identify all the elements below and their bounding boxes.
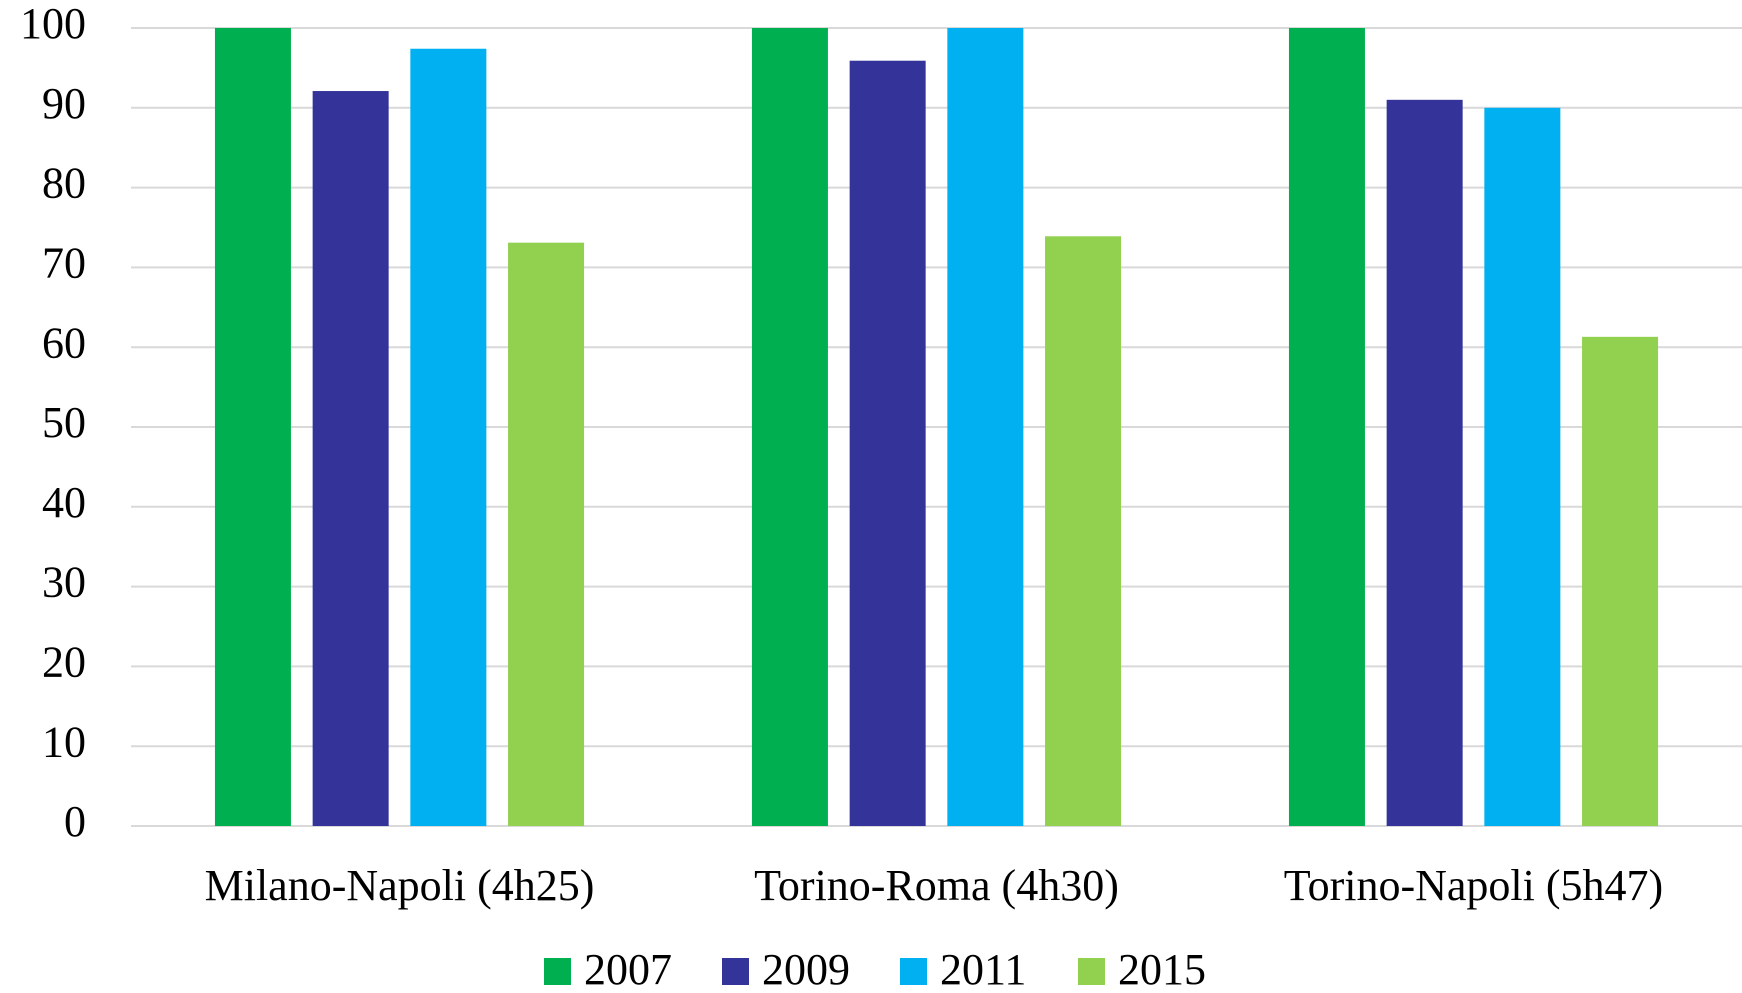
y-tick-label: 10 (42, 717, 86, 766)
y-tick-label: 90 (42, 79, 86, 128)
bar (849, 60, 926, 826)
legend-swatch (900, 958, 927, 985)
y-tick-label: 30 (42, 558, 86, 607)
y-tick-label: 80 (42, 159, 86, 208)
bar (1582, 336, 1659, 826)
legend-label: 2011 (940, 945, 1026, 993)
bar (947, 28, 1024, 826)
legend-label: 2015 (1118, 945, 1206, 993)
bar (1484, 107, 1561, 827)
bar (312, 91, 389, 827)
x-tick-label: Milano-Napoli (4h25) (205, 861, 595, 910)
y-tick-label: 40 (42, 478, 86, 527)
bar (1045, 236, 1122, 826)
y-tick-label: 20 (42, 637, 86, 686)
legend-swatch (1078, 958, 1105, 985)
legend-label: 2009 (762, 945, 850, 993)
bar (1386, 99, 1463, 826)
y-tick-label: 60 (42, 318, 86, 367)
y-tick-label: 100 (20, 0, 86, 48)
legend-swatch (544, 958, 571, 985)
bar (751, 28, 828, 826)
bar (508, 242, 585, 827)
legend-swatch (722, 958, 749, 985)
y-tick-label: 0 (64, 797, 86, 846)
x-tick-label: Torino-Roma (4h30) (754, 861, 1119, 910)
bar (1288, 28, 1365, 826)
legend-label: 2007 (584, 945, 672, 993)
x-tick-label: Torino-Napoli (5h47) (1284, 861, 1663, 910)
y-tick-label: 70 (42, 238, 86, 287)
y-tick-label: 50 (42, 398, 86, 447)
bar (410, 48, 487, 827)
bar (214, 28, 291, 826)
